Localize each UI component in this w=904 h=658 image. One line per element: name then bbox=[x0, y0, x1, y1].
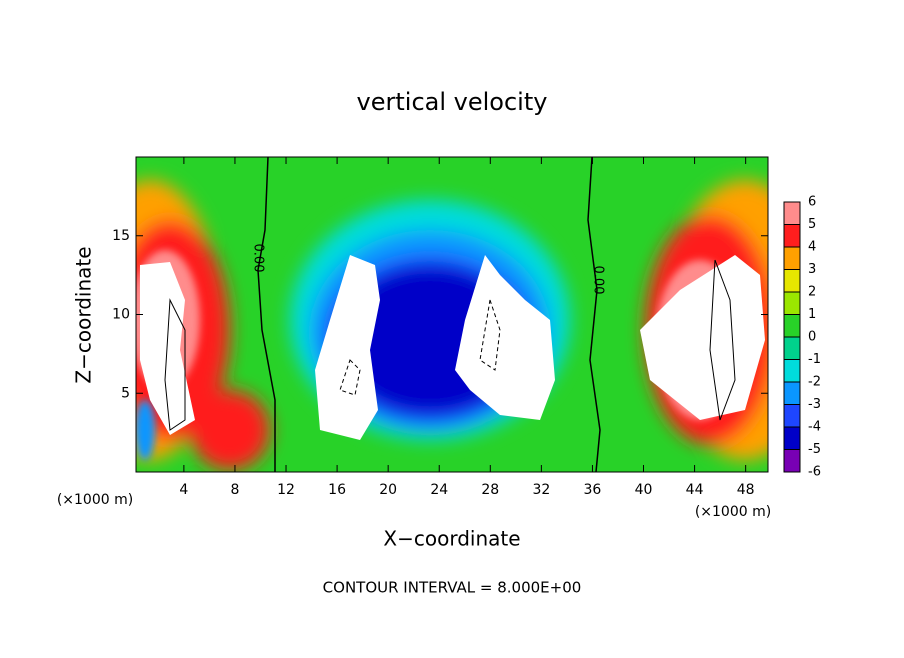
colorbar-band bbox=[784, 404, 800, 427]
x-tick-label: 40 bbox=[635, 482, 653, 498]
colorbar-band bbox=[784, 269, 800, 292]
colorbar-band bbox=[784, 449, 800, 472]
x-tick-label: 4 bbox=[179, 482, 188, 498]
colorbar-band bbox=[784, 292, 800, 315]
x-tick-label: 48 bbox=[737, 482, 755, 498]
x-tick-label: 28 bbox=[481, 482, 499, 498]
contour-label: 0.00 bbox=[251, 244, 266, 273]
x-tick-label: 20 bbox=[379, 482, 397, 498]
colorbar-tick-label: 2 bbox=[808, 285, 816, 300]
x-tick-label: 32 bbox=[532, 482, 550, 498]
colorbar-band bbox=[784, 224, 800, 247]
x-tick-label: 36 bbox=[584, 482, 602, 498]
colorbar-band bbox=[784, 382, 800, 405]
colorbar-tick-label: -6 bbox=[808, 465, 821, 480]
x-tick-label: 8 bbox=[230, 482, 239, 498]
annotation: CONTOUR INTERVAL = 8.000E+00 bbox=[323, 579, 582, 597]
colorbar-band bbox=[784, 202, 800, 225]
y-tick-label: 10 bbox=[112, 307, 130, 323]
x-unit-label: (×1000 m) bbox=[57, 492, 133, 508]
colorbar-tick-label: 0 bbox=[808, 330, 816, 345]
colorbar-tick-label: -4 bbox=[808, 420, 821, 435]
y-axis-label: Z−coordinate bbox=[72, 246, 96, 383]
x-tick-label: 44 bbox=[686, 482, 704, 498]
x-tick-label: 24 bbox=[430, 482, 448, 498]
y-tick-label: 15 bbox=[112, 228, 130, 244]
chart-title: vertical velocity bbox=[357, 88, 548, 116]
x-unit-label: (×1000 m) bbox=[695, 504, 771, 520]
colorbar-band bbox=[784, 359, 800, 382]
colorbar-band bbox=[784, 314, 800, 337]
colorbar-tick-label: -5 bbox=[808, 442, 821, 457]
colorbar-tick-label: 6 bbox=[808, 195, 816, 210]
contour-label: 0.00 bbox=[591, 266, 606, 295]
colorbar-tick-label: -1 bbox=[808, 352, 821, 367]
x-axis-label: X−coordinate bbox=[383, 527, 520, 551]
colorbar-band bbox=[784, 427, 800, 450]
x-tick-label: 12 bbox=[277, 482, 295, 498]
colorbar-tick-label: 3 bbox=[808, 262, 816, 277]
field bbox=[136, 157, 768, 472]
colorbar-tick-label: -2 bbox=[808, 375, 821, 390]
colorbar-tick-label: -3 bbox=[808, 397, 821, 412]
colorbar-band bbox=[784, 247, 800, 270]
colorbar-tick-label: 4 bbox=[808, 240, 816, 255]
colorbar-tick-label: 1 bbox=[808, 307, 816, 322]
x-tick-label: 16 bbox=[328, 482, 346, 498]
colorbar-band bbox=[784, 337, 800, 360]
colorbar-tick-label: 5 bbox=[808, 217, 816, 232]
y-tick-label: 5 bbox=[121, 385, 130, 401]
